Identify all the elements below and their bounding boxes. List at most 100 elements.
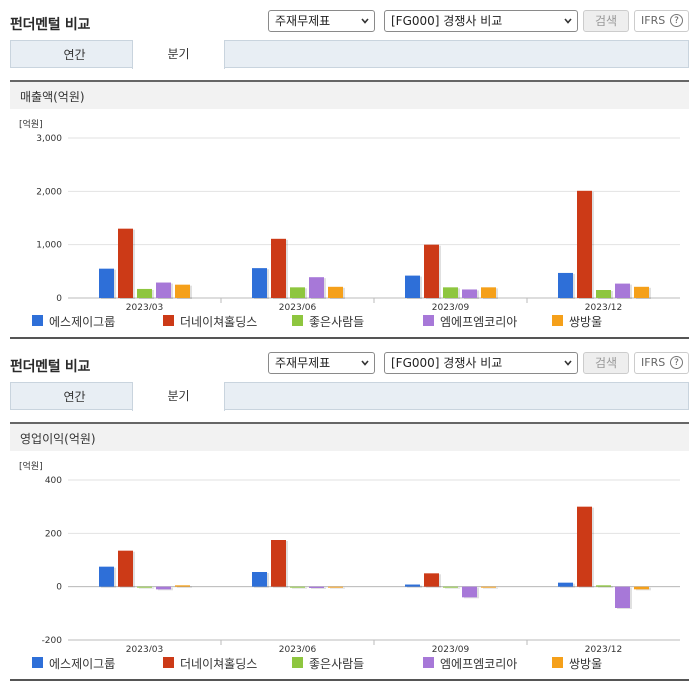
divider	[10, 337, 689, 339]
bar	[443, 586, 458, 588]
legend-swatch	[552, 657, 563, 668]
bar	[615, 283, 630, 298]
ifrs-button[interactable]: IFRS ?	[634, 352, 689, 374]
bar	[99, 268, 114, 298]
legend-swatch	[423, 315, 434, 326]
revenue-bar-chart: [억원] 0 1,000 2,000 3,000 2023/03 2023/06 2023/0…	[19, 118, 680, 310]
legend-swatch	[292, 315, 303, 326]
legend-label: 에스제이그룹	[49, 315, 116, 329]
statement-type-select-value: 주재무제표	[275, 14, 331, 28]
x-tick-label: 2023/12	[585, 645, 622, 652]
unit-label: [억원]	[19, 118, 43, 130]
legend-label: 쌍방울	[569, 315, 603, 329]
bar	[596, 290, 611, 298]
tab-annual[interactable]: 연간	[63, 48, 86, 62]
bar-shadow	[445, 587, 460, 589]
bar	[309, 277, 324, 298]
bar	[558, 582, 573, 587]
ifrs-label: IFRS	[641, 14, 666, 27]
bar	[118, 228, 133, 298]
bar	[156, 586, 171, 590]
bar	[443, 287, 458, 298]
bar	[309, 586, 324, 588]
bar	[481, 586, 496, 588]
panel-title: 펀더멘털 비교	[10, 17, 91, 33]
legend-swatch	[163, 657, 174, 668]
legend-label: 좋은사람들	[309, 315, 365, 329]
legend-label: 엠에프엠코리아	[440, 657, 518, 671]
x-tick-label: 2023/03	[126, 645, 163, 652]
legend-swatch	[32, 657, 43, 668]
search-button[interactable]: 검색	[583, 10, 629, 32]
operating-income-bar-chart: [억원] -200 0 200 400 2023/03 2023/06 2023/09 2023…	[19, 460, 680, 652]
panel-header: 펀더멘털 비교 주재무제표 [FG000] 경쟁사 비교 검색 IFRS ?	[0, 342, 696, 382]
fundamental-panel-revenue: 펀더멘털 비교 주재무제표 [FG000] 경쟁사 비교 검색 IFRS ? 연…	[0, 0, 696, 339]
ifrs-button[interactable]: IFRS ?	[634, 10, 689, 32]
bar	[252, 268, 267, 298]
bar	[175, 585, 190, 587]
bar-shadow	[598, 586, 613, 588]
bar	[271, 540, 286, 587]
bar-shadow	[330, 587, 345, 589]
x-tick-label: 2023/06	[279, 645, 317, 652]
bar-shadow	[292, 587, 307, 589]
ifrs-label: IFRS	[641, 356, 666, 369]
period-tabs: 연간 분기	[10, 40, 689, 69]
legend-swatch	[32, 315, 43, 326]
compare-group-select-value: [FG000] 경쟁사 비교	[391, 356, 503, 370]
bar	[271, 238, 286, 298]
bar	[558, 272, 573, 298]
x-tick-label: 2023/03	[126, 303, 163, 310]
compare-group-select[interactable]: [FG000] 경쟁사 비교	[384, 352, 578, 374]
panel-header: 펀더멘털 비교 주재무제표 [FG000] 경쟁사 비교 검색 IFRS ?	[0, 0, 696, 40]
chevron-down-icon	[361, 360, 369, 366]
bar-shadow	[311, 587, 326, 589]
bar	[577, 190, 592, 298]
y-tick-label: 0	[56, 583, 62, 593]
x-tick-label: 2023/09	[432, 303, 470, 310]
tab-quarterly[interactable]: 분기	[132, 382, 225, 411]
tab-annual[interactable]: 연간	[63, 390, 86, 404]
y-tick-label: 3,000	[36, 134, 62, 144]
x-tick-label: 2023/12	[585, 303, 622, 310]
search-button[interactable]: 검색	[583, 352, 629, 374]
bar	[175, 284, 190, 298]
chart-legend: 에스제이그룹 더네이쳐홀딩스 좋은사람들 엠에프엠코리아 쌍방울	[30, 313, 690, 329]
bar	[577, 506, 592, 587]
chevron-down-icon	[564, 360, 572, 366]
bar	[596, 585, 611, 587]
chevron-down-icon	[361, 18, 369, 24]
bar	[328, 286, 343, 298]
divider	[10, 679, 689, 681]
legend-swatch	[292, 657, 303, 668]
bar	[462, 586, 477, 598]
statement-type-select-value: 주재무제표	[275, 356, 331, 370]
bar	[634, 286, 649, 298]
bar	[405, 275, 420, 298]
bar	[615, 586, 630, 608]
chevron-down-icon	[564, 18, 572, 24]
tab-quarterly[interactable]: 분기	[132, 40, 225, 69]
y-tick-label: -200	[42, 636, 63, 646]
bar-shadow	[139, 587, 154, 589]
y-tick-label: 200	[45, 529, 62, 539]
y-tick-label: 1,000	[36, 241, 62, 251]
chart-legend: 에스제이그룹 더네이쳐홀딩스 좋은사람들 엠에프엠코리아 쌍방울	[30, 655, 690, 671]
bar	[405, 584, 420, 587]
section-header: 매출액(억원)	[10, 80, 689, 109]
legend-label: 엠에프엠코리아	[440, 315, 518, 329]
panel-title: 펀더멘털 비교	[10, 359, 91, 375]
help-icon: ?	[670, 14, 683, 27]
fundamental-panel-operating-income: 펀더멘털 비교 주재무제표 [FG000] 경쟁사 비교 검색 IFRS ? 연…	[0, 342, 696, 684]
compare-group-select[interactable]: [FG000] 경쟁사 비교	[384, 10, 578, 32]
section-title: 매출액(억원)	[20, 90, 85, 104]
unit-label: [억원]	[19, 460, 43, 472]
legend-swatch	[163, 315, 174, 326]
help-icon: ?	[670, 356, 683, 369]
bar	[424, 244, 439, 298]
bar	[634, 586, 649, 590]
y-tick-label: 0	[56, 294, 62, 304]
x-tick-label: 2023/06	[279, 303, 317, 310]
statement-type-select[interactable]: 주재무제표	[268, 352, 375, 374]
statement-type-select[interactable]: 주재무제표	[268, 10, 375, 32]
